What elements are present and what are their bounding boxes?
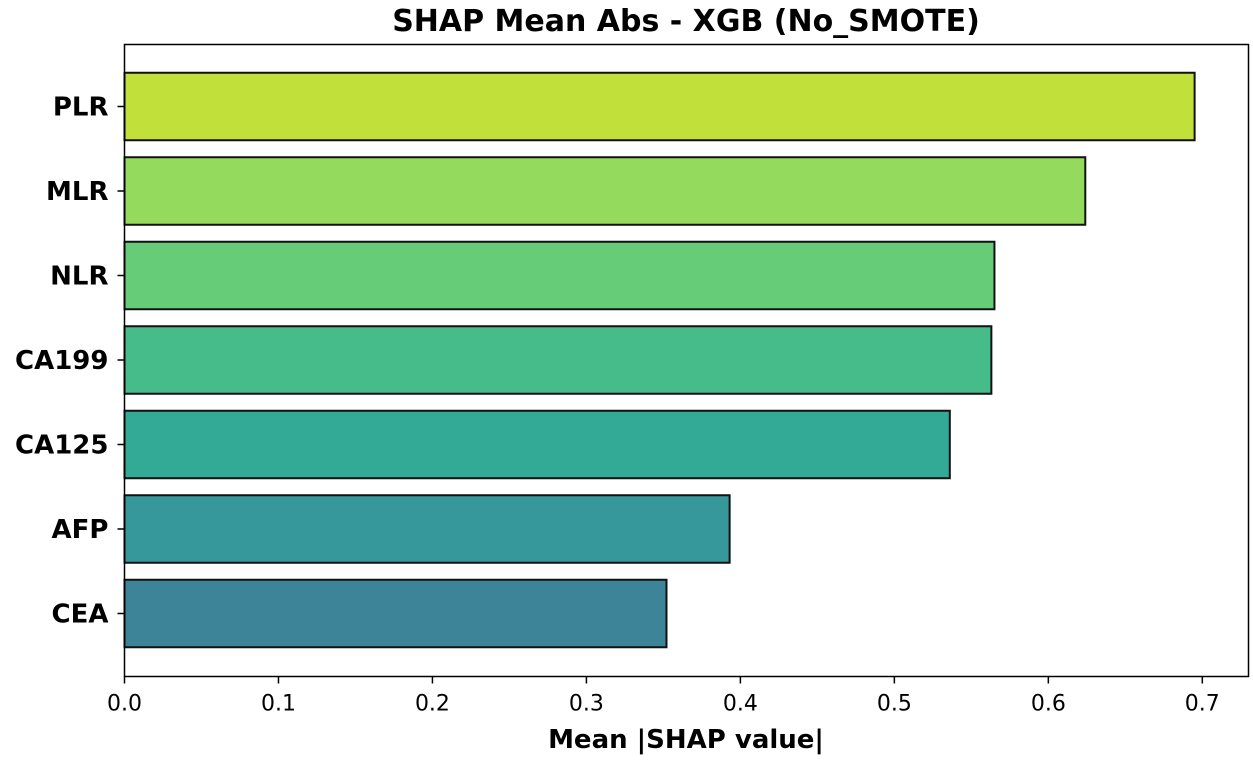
x-tick-label: 0.2 <box>415 692 450 717</box>
bar-mlr <box>123 156 1087 226</box>
bar-ca199 <box>123 325 993 395</box>
y-tick-label: NLR <box>50 262 108 292</box>
bar-cea <box>123 578 668 649</box>
x-axis-label: Mean |SHAP value| <box>548 725 824 755</box>
x-tick-label: 0.4 <box>723 692 758 717</box>
x-tick-label: 0.3 <box>569 692 604 717</box>
bar-afp <box>123 494 731 564</box>
x-tick-label: 0.1 <box>261 692 296 717</box>
x-tick-label: 0.6 <box>1031 692 1066 717</box>
y-tick-label: CA125 <box>15 431 108 461</box>
x-tick-label: 0.5 <box>877 692 912 717</box>
bar-ca125 <box>123 409 951 480</box>
x-tick-label: 0.7 <box>1185 692 1220 717</box>
bar-plr <box>123 71 1196 142</box>
y-tick-label: MLR <box>46 177 108 207</box>
chart-title: SHAP Mean Abs - XGB (No_SMOTE) <box>392 4 980 39</box>
y-axis: PLR MLR NLR CA199 CA125 AFP CEA <box>15 93 125 630</box>
y-tick-label: PLR <box>53 93 109 123</box>
x-tick-label: 0.0 <box>107 692 142 717</box>
bar-nlr <box>123 240 996 311</box>
y-tick-label: CA199 <box>15 346 108 376</box>
y-tick-label: AFP <box>52 515 109 545</box>
bars-layer <box>123 71 1196 649</box>
x-axis: 0.0 0.1 0.2 0.3 0.4 0.5 0.6 0.7 <box>107 676 1220 717</box>
y-tick-label: CEA <box>52 600 109 630</box>
